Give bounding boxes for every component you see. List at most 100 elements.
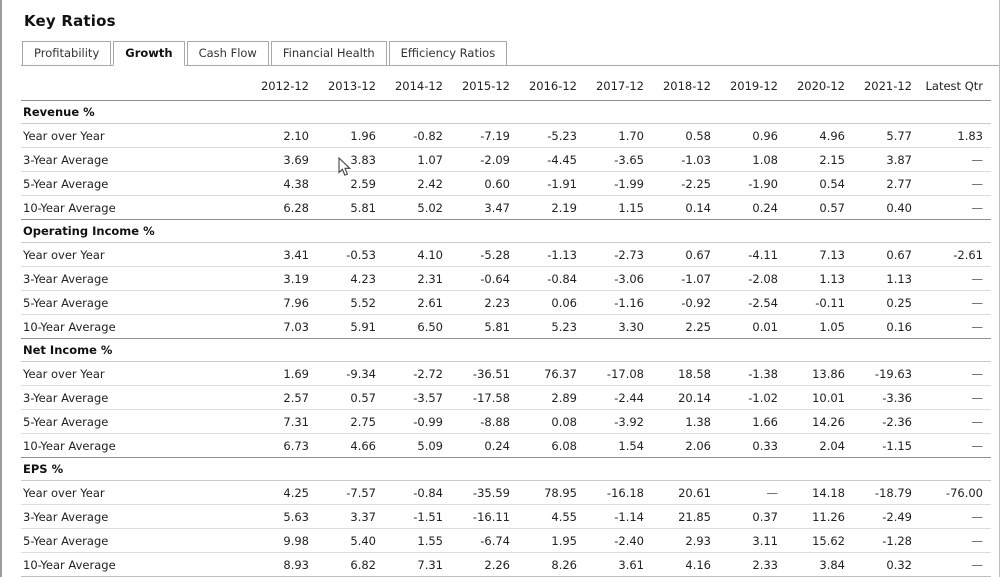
value-cell: 2.42	[376, 171, 443, 196]
value-cell: -1.28	[845, 528, 912, 553]
row-label: 5-Year Average	[21, 171, 242, 196]
tab-growth[interactable]: Growth	[113, 41, 185, 66]
value-cell: 2.19	[551, 201, 577, 215]
value-cell: -2.44	[577, 385, 644, 410]
value-cell: 9.98	[242, 528, 309, 553]
value-cell: —	[912, 385, 991, 410]
value-cell: -1.38	[711, 361, 778, 386]
table-row-operating-income-year-over-year: Year over Year 3.41 -0.53 4.10 -5.28 -1.13 -2.…	[21, 242, 991, 267]
tab-profitability[interactable]: Profitability	[22, 41, 112, 66]
page-title: Key Ratios	[24, 12, 116, 30]
value-cell: 1.13	[845, 266, 912, 291]
value-cell: 2.59	[309, 171, 376, 196]
tab-cash-flow[interactable]: Cash Flow	[186, 41, 269, 66]
value-cell: 3.19	[242, 266, 309, 291]
value-cell: 7.96	[242, 290, 309, 315]
value-cell: 1.83	[912, 123, 991, 148]
value-cell: -17.58	[443, 385, 510, 410]
value-cell: -3.57	[376, 385, 443, 410]
value-cell: -1.13	[510, 242, 577, 267]
tab-efficiency-ratios[interactable]: Efficiency Ratios	[388, 41, 508, 66]
value-cell: -0.11	[778, 290, 845, 315]
value-cell: -35.59	[443, 480, 510, 505]
value-cell: -1.99	[577, 171, 644, 196]
section-title: EPS %	[21, 457, 991, 481]
value-cell: -2.36	[845, 409, 912, 434]
value-cell: -3.06	[577, 266, 644, 291]
value-cell: 3.87	[845, 147, 912, 172]
value-cell: 2.15	[778, 147, 845, 172]
value-cell: -0.82	[376, 123, 443, 148]
table-row-eps-3-year-average: 3-Year Average 5.63 3.37 -1.51 -16.11 4.55 -1.…	[21, 504, 991, 529]
section-header-net-income: Net Income %	[21, 338, 991, 362]
value-cell: 1.07	[376, 147, 443, 172]
value-cell: 6.28	[283, 201, 309, 215]
row-label: Year over Year	[21, 480, 242, 505]
tab-financial-health[interactable]: Financial Health	[270, 41, 387, 66]
value-cell: 6.08	[551, 439, 577, 453]
value-cell: 2.57	[242, 385, 309, 410]
table-row-eps-10-year-average: 10-Year Average 8.93 6.82 7.31 2.26 8.26 3.61 4…	[21, 552, 991, 577]
value-cell: -9.34	[309, 361, 376, 386]
value-cell: —	[912, 147, 991, 172]
value-cell: 0.01	[752, 320, 778, 334]
row-label: 10-Year Average	[23, 320, 116, 334]
row-label-header	[21, 69, 242, 101]
value-cell: 2.93	[644, 528, 711, 553]
value-cell: 1.38	[644, 409, 711, 434]
value-cell: -6.74	[443, 528, 510, 553]
value-cell: -1.15	[882, 439, 912, 453]
value-cell: 2.04	[819, 439, 845, 453]
value-cell: 0.24	[752, 201, 778, 215]
value-cell: 3.61	[577, 552, 644, 577]
value-cell: 2.31	[376, 266, 443, 291]
value-cell: -2.54	[711, 290, 778, 315]
value-cell: 7.13	[778, 242, 845, 267]
value-cell: 0.24	[484, 439, 510, 453]
column-header-latest-qtr: Latest Qtr	[925, 79, 983, 93]
value-cell: 4.66	[350, 439, 376, 453]
value-cell: 5.02	[417, 201, 443, 215]
value-cell: -1.16	[577, 290, 644, 315]
row-label: 3-Year Average	[21, 266, 242, 291]
value-cell: 4.23	[309, 266, 376, 291]
value-cell: -2.72	[376, 361, 443, 386]
value-cell: -2.49	[845, 504, 912, 529]
value-cell: 5.81	[484, 320, 510, 334]
value-cell: 2.23	[443, 290, 510, 315]
section-header-operating-income: Operating Income %	[21, 219, 991, 243]
value-cell: 20.14	[644, 385, 711, 410]
value-cell: 0.60	[443, 171, 510, 196]
value-cell: 2.77	[845, 171, 912, 196]
value-cell: 0.54	[778, 171, 845, 196]
value-cell: 6.73	[283, 439, 309, 453]
value-cell: -4.45	[510, 147, 577, 172]
value-cell: -0.99	[376, 409, 443, 434]
value-cell: 2.33	[711, 552, 778, 577]
value-cell: 2.75	[309, 409, 376, 434]
table-row-net-income-3-year-average: 3-Year Average 2.57 0.57 -3.57 -17.58 2.89 -2.…	[21, 385, 991, 410]
value-cell: -16.11	[443, 504, 510, 529]
value-cell: 0.25	[845, 290, 912, 315]
row-label: Year over Year	[21, 242, 242, 267]
value-cell: 3.47	[484, 201, 510, 215]
table-row-net-income-year-over-year: Year over Year 1.69 -9.34 -2.72 -36.51 76.37-…	[21, 361, 991, 386]
value-cell: 3.84	[778, 552, 845, 577]
value-cell: 5.63	[242, 504, 309, 529]
value-cell: —	[971, 201, 984, 215]
value-cell: -3.36	[845, 385, 912, 410]
value-cell: 3.11	[711, 528, 778, 553]
value-cell: -8.88	[443, 409, 510, 434]
value-cell: -17.08	[577, 361, 644, 386]
row-label: Year over Year	[21, 361, 242, 386]
table-row-eps-year-over-year: Year over Year 4.25 -7.57 -0.84 -35.59 78.95-…	[21, 480, 991, 505]
value-cell: —	[912, 528, 991, 553]
value-cell: 13.86	[778, 361, 845, 386]
section-header-revenue: Revenue %	[21, 100, 991, 124]
value-cell: 1.69	[242, 361, 309, 386]
value-cell: -1.90	[711, 171, 778, 196]
value-cell: -2.25	[644, 171, 711, 196]
value-cell: 0.67	[845, 242, 912, 267]
value-cell: -0.64	[443, 266, 510, 291]
value-cell: 6.82	[309, 552, 376, 577]
